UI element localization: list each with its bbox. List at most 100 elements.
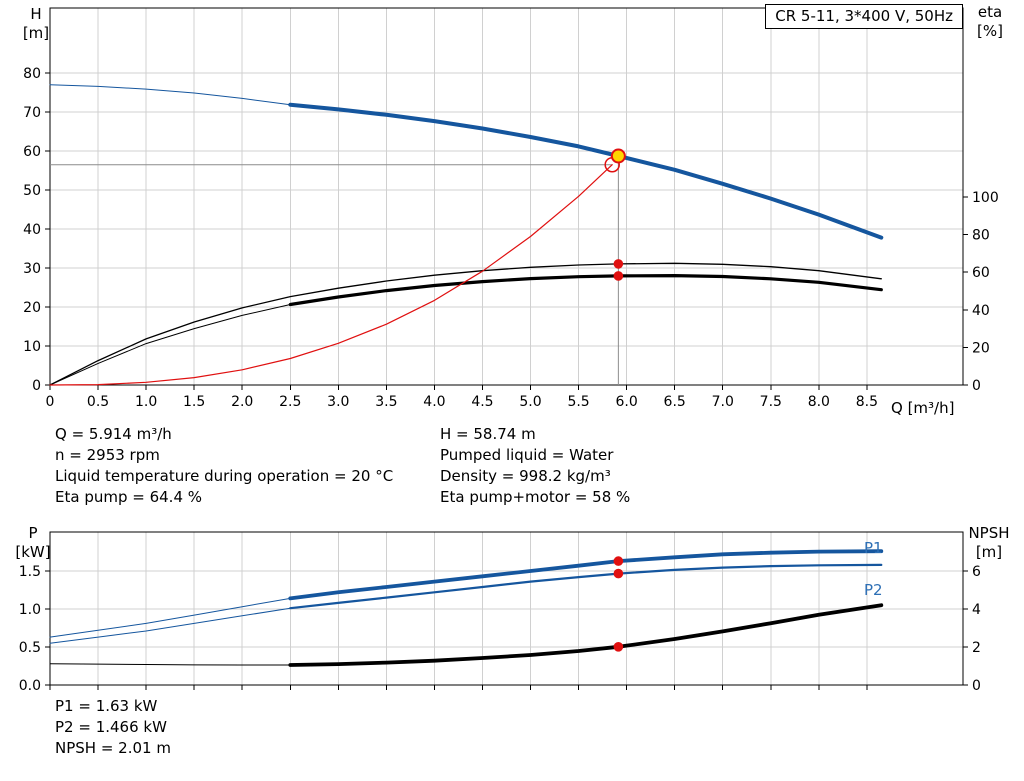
info-eta-pump: Eta pump = 64.4 % xyxy=(55,488,203,506)
info-flow: Q = 5.914 m³/h xyxy=(55,425,172,443)
svg-text:40: 40 xyxy=(972,303,990,319)
p2-curve-label: P2 xyxy=(864,581,883,599)
svg-text:50: 50 xyxy=(23,183,41,199)
eta-axis-unit: [%] xyxy=(977,22,1003,40)
p1-duty-dot xyxy=(613,556,624,566)
svg-text:0.5: 0.5 xyxy=(87,394,109,410)
svg-text:8.0: 8.0 xyxy=(808,394,830,410)
svg-text:6: 6 xyxy=(972,564,981,580)
h-axis-label: H xyxy=(30,5,42,23)
svg-text:3.5: 3.5 xyxy=(375,394,397,410)
p2-curve xyxy=(289,563,883,610)
svg-text:100: 100 xyxy=(972,190,999,206)
info-p2: P2 = 1.466 kW xyxy=(55,718,167,736)
axis-ticks xyxy=(45,570,968,690)
svg-text:20: 20 xyxy=(23,300,41,316)
svg-text:0.5: 0.5 xyxy=(19,640,41,656)
svg-text:6.0: 6.0 xyxy=(615,394,637,410)
svg-text:80: 80 xyxy=(972,228,990,244)
svg-text:60: 60 xyxy=(972,265,990,281)
svg-text:0.0: 0.0 xyxy=(19,678,41,694)
svg-text:1.0: 1.0 xyxy=(19,602,41,618)
svg-text:10: 10 xyxy=(23,339,41,355)
svg-text:7.0: 7.0 xyxy=(712,394,734,410)
svg-text:5.0: 5.0 xyxy=(519,394,541,410)
head-curve xyxy=(288,102,884,240)
p1-curve xyxy=(49,597,291,638)
info-head: H = 58.74 m xyxy=(440,425,536,443)
svg-text:5.5: 5.5 xyxy=(567,394,589,410)
npsh-axis-label: NPSH xyxy=(968,524,1010,542)
svg-text:20: 20 xyxy=(972,340,990,356)
p1-curve xyxy=(288,549,884,601)
info-speed: n = 2953 rpm xyxy=(55,446,160,464)
p-axis-label: P xyxy=(28,524,38,542)
svg-text:8.5: 8.5 xyxy=(856,394,878,410)
svg-text:4.5: 4.5 xyxy=(471,394,493,410)
power-npsh-chart-container: 0.0 0.5 1.0 1.5 0 2 4 6 xyxy=(0,520,1024,719)
duty-info-right: H = 58.74 m Pumped liquid = Water Densit… xyxy=(440,424,630,508)
p1-curve-label: P1 xyxy=(864,539,883,557)
eta-pump-motor-curve xyxy=(49,304,291,386)
eta-pump-curve xyxy=(49,262,882,386)
p2-duty-dot xyxy=(613,568,624,579)
npsh-curve xyxy=(49,663,291,666)
info-pumped-liquid: Pumped liquid = Water xyxy=(440,446,614,464)
svg-text:1.5: 1.5 xyxy=(19,564,41,580)
svg-text:60: 60 xyxy=(23,144,41,160)
svg-text:70: 70 xyxy=(23,105,41,121)
info-density: Density = 998.2 kg/m³ xyxy=(440,467,611,485)
plot-border xyxy=(49,7,964,386)
tick-labels: 0.0 0.5 1.0 1.5 0 2 4 6 xyxy=(19,564,981,694)
qh-chart: 0 0.5 1.0 1.5 2.0 2.5 3.0 3.5 4.0 4.5 5.0 5.5 6.0 6.5… xyxy=(23,7,999,410)
p-axis-title: P [kW] xyxy=(10,524,56,562)
svg-text:7.5: 7.5 xyxy=(760,394,782,410)
pump-title-box: CR 5-11, 3*400 V, 50Hz xyxy=(765,4,963,29)
eta-pump-duty-dot xyxy=(613,259,624,269)
npsh-axis-title: NPSH [m] xyxy=(958,524,1020,562)
duty-point xyxy=(610,148,626,164)
h-axis-unit: [m] xyxy=(22,24,50,42)
eta-pump-motor-curve xyxy=(288,274,883,307)
duty-info-left: Q = 5.914 m³/h n = 2953 rpm Liquid tempe… xyxy=(55,424,393,508)
power-info: P1 = 1.63 kW P2 = 1.466 kW NPSH = 2.01 m xyxy=(55,696,171,759)
svg-text:0: 0 xyxy=(972,678,981,694)
svg-text:80: 80 xyxy=(23,66,41,82)
info-liquid-temp: Liquid temperature during operation = 20… xyxy=(55,467,394,485)
svg-text:3.0: 3.0 xyxy=(327,394,349,410)
npsh-duty-dot xyxy=(613,641,624,652)
npsh-axis-unit: [m] xyxy=(975,543,1003,561)
svg-text:0: 0 xyxy=(46,394,55,410)
svg-text:1.5: 1.5 xyxy=(183,394,205,410)
svg-text:4: 4 xyxy=(972,602,981,618)
axis-ticks xyxy=(45,72,968,390)
eta-axis-title: eta [%] xyxy=(964,3,1016,41)
svg-text:6.5: 6.5 xyxy=(664,394,686,410)
grid xyxy=(50,8,963,385)
p-axis-unit: [kW] xyxy=(15,543,51,561)
svg-text:1.0: 1.0 xyxy=(135,394,157,410)
svg-text:40: 40 xyxy=(23,222,41,238)
svg-text:0: 0 xyxy=(32,378,41,394)
info-p1: P1 = 1.63 kW xyxy=(55,697,158,715)
svg-text:0: 0 xyxy=(972,378,981,394)
system-curve xyxy=(49,164,613,386)
p2-curve xyxy=(49,607,291,644)
info-npsh: NPSH = 2.01 m xyxy=(55,739,171,757)
svg-text:2.0: 2.0 xyxy=(231,394,253,410)
svg-text:2: 2 xyxy=(972,640,981,656)
svg-text:30: 30 xyxy=(23,261,41,277)
grid xyxy=(50,532,963,685)
info-eta-pump-motor: Eta pump+motor = 58 % xyxy=(440,488,631,506)
eta-axis-label: eta xyxy=(977,3,1003,21)
qh-chart-container: 0 0.5 1.0 1.5 2.0 2.5 3.0 3.5 4.0 4.5 5.0 5.5 6.0 6.5… xyxy=(23,7,999,410)
power-npsh-chart: 0.0 0.5 1.0 1.5 0 2 4 6 xyxy=(19,531,981,694)
eta-pump-motor-duty-dot xyxy=(613,271,624,281)
tick-labels: 0 0.5 1.0 1.5 2.0 2.5 3.0 3.5 4.0 4.5 5.0 5.5 6.0 6.5… xyxy=(23,66,999,410)
svg-text:4.0: 4.0 xyxy=(423,394,445,410)
h-axis-title: H [m] xyxy=(14,5,58,43)
head-curve xyxy=(49,84,291,106)
svg-text:2.5: 2.5 xyxy=(279,394,301,410)
q-axis-title: Q [m³/h] xyxy=(891,399,955,417)
